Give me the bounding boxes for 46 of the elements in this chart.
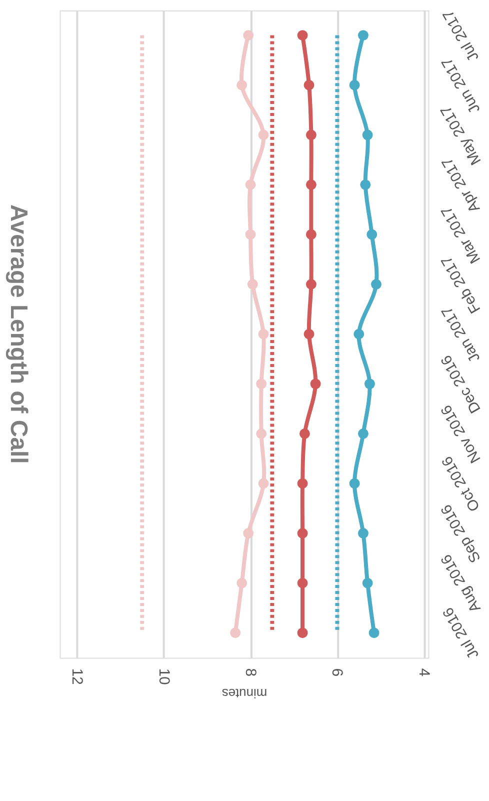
- point: [243, 528, 254, 538]
- x-tick-label: 6: [328, 668, 346, 677]
- x-tick-label: 10: [155, 668, 172, 685]
- point: [299, 428, 310, 439]
- point: [297, 528, 308, 538]
- point: [245, 179, 256, 190]
- point: [349, 80, 360, 90]
- point: [243, 30, 254, 41]
- point: [247, 279, 258, 290]
- point: [304, 80, 314, 90]
- point: [304, 328, 314, 340]
- x-axis-title: minutes: [222, 686, 268, 701]
- point: [297, 30, 308, 41]
- point: [358, 30, 368, 41]
- point: [236, 578, 248, 588]
- point: [362, 578, 373, 588]
- point: [358, 528, 368, 538]
- x-tick-label: 8: [242, 668, 260, 677]
- point: [364, 378, 375, 390]
- point: [256, 378, 267, 390]
- point: [256, 428, 267, 439]
- point: [258, 328, 269, 340]
- point: [258, 130, 269, 140]
- point: [358, 428, 368, 439]
- point: [245, 229, 256, 240]
- point: [258, 478, 269, 489]
- point: [306, 130, 316, 140]
- text: Average Length of Call: [4, 204, 32, 464]
- x-tick-label: 12: [68, 668, 86, 685]
- point: [354, 328, 364, 340]
- x-tick-label: 4: [415, 668, 432, 677]
- point: [366, 229, 378, 240]
- point: [306, 179, 316, 190]
- point: [310, 378, 321, 390]
- point: [306, 279, 316, 290]
- point: [297, 478, 308, 489]
- point: [349, 478, 360, 489]
- point: [362, 130, 373, 140]
- point: [371, 279, 382, 290]
- point: [230, 628, 241, 638]
- point: [306, 229, 316, 240]
- point: [368, 628, 380, 638]
- point: [297, 578, 308, 588]
- point: [236, 80, 248, 90]
- point: [297, 628, 308, 638]
- point: [360, 179, 371, 190]
